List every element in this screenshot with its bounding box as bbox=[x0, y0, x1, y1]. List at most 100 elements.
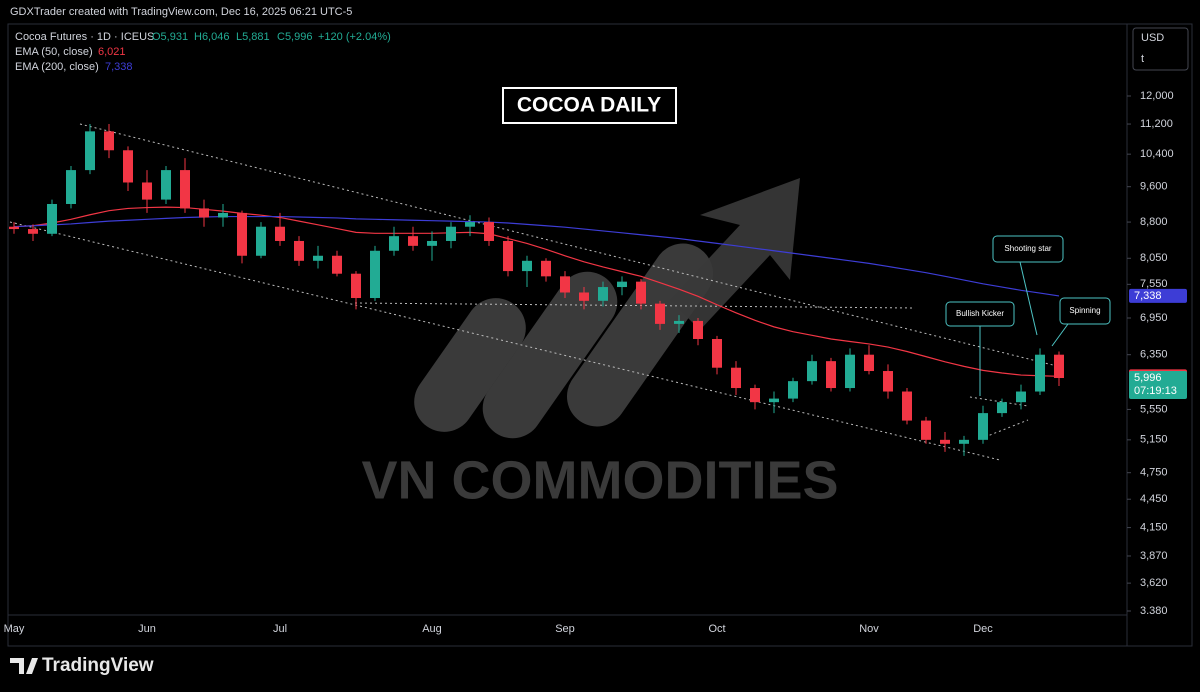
y-tick-label: 5,150 bbox=[1140, 434, 1168, 446]
channel-top bbox=[79, 123, 1066, 369]
candle-body bbox=[123, 150, 133, 183]
candle-body bbox=[1054, 354, 1064, 379]
x-tick-label: Oct bbox=[708, 623, 725, 635]
high: H6,046 bbox=[194, 31, 229, 43]
candle-body bbox=[655, 303, 665, 324]
y-tick-label: 8,800 bbox=[1140, 216, 1168, 228]
currency-box[interactable] bbox=[1132, 27, 1189, 71]
candle-body bbox=[275, 226, 285, 241]
watermark-logo bbox=[414, 178, 800, 439]
candle-body bbox=[674, 320, 684, 324]
annotation-box bbox=[1059, 297, 1111, 325]
candle-body bbox=[598, 287, 608, 301]
candle-body bbox=[560, 276, 570, 293]
change: +120 (+2.04%) bbox=[318, 31, 391, 43]
close: C5,996 bbox=[277, 31, 312, 43]
x-tick-label: Aug bbox=[422, 623, 442, 635]
plot: 12,000 11,200 10,400 9,600 8,800 8,050 7,550 6,… bbox=[4, 90, 1187, 635]
candle-body bbox=[180, 170, 190, 209]
annotations bbox=[945, 235, 1111, 396]
x-tick-label: Jun bbox=[138, 623, 156, 635]
y-tick-label: 4,750 bbox=[1140, 467, 1168, 479]
candle-body bbox=[47, 203, 57, 234]
candle-body bbox=[1035, 354, 1045, 392]
watermark-bar bbox=[414, 298, 526, 432]
y-tick-label: 5,550 bbox=[1140, 403, 1168, 415]
candle-body bbox=[370, 250, 380, 299]
candle-body bbox=[294, 240, 304, 261]
candle-body bbox=[788, 381, 798, 399]
annotation-pointer bbox=[1051, 323, 1069, 347]
x-tick-label: Jul bbox=[273, 623, 287, 635]
unit[interactable]: t bbox=[1141, 53, 1144, 65]
panel-border bbox=[7, 23, 1193, 647]
candle-body bbox=[332, 255, 342, 274]
candle-body bbox=[845, 354, 855, 389]
y-tick-label: 11,200 bbox=[1140, 118, 1173, 130]
candle-body bbox=[807, 361, 817, 382]
countdown: 07:19:13 bbox=[1134, 385, 1177, 397]
footer-brand: TradingView bbox=[42, 655, 154, 676]
candle-body bbox=[408, 236, 418, 246]
annotation-text: Spinning bbox=[1069, 306, 1100, 315]
candle-body bbox=[218, 212, 228, 218]
candle-body bbox=[446, 226, 456, 241]
y-tick-label: 10,400 bbox=[1140, 148, 1174, 160]
ema200-legend: EMA (200, close) bbox=[15, 61, 99, 73]
candle-body bbox=[313, 255, 323, 261]
price-badge bbox=[1129, 371, 1187, 400]
candle-body bbox=[427, 240, 437, 246]
candle-body bbox=[693, 320, 703, 339]
annotation-text: Bullish Kicker bbox=[956, 309, 1004, 318]
symbol: Cocoa Futures · 1D · ICEUS bbox=[15, 31, 154, 43]
candle-body bbox=[484, 222, 494, 241]
price-badge bbox=[1129, 288, 1187, 303]
candle-body bbox=[503, 240, 513, 272]
currency[interactable]: USD bbox=[1141, 32, 1164, 44]
candle-body bbox=[636, 281, 646, 304]
candle-body bbox=[104, 131, 114, 151]
y-tick-label: 3,620 bbox=[1140, 577, 1168, 589]
y-tick-label: 7,550 bbox=[1140, 278, 1168, 290]
x-tick-label: May bbox=[4, 623, 25, 635]
candle-body bbox=[351, 273, 361, 299]
candle-body bbox=[712, 338, 722, 368]
ema50-value: 6,021 bbox=[98, 46, 126, 58]
annotation-box bbox=[992, 235, 1064, 263]
y-tick-label: 3,870 bbox=[1140, 550, 1168, 562]
candle-body bbox=[902, 391, 912, 421]
y-tick-label: 12,000 bbox=[1140, 90, 1174, 102]
candle-body bbox=[959, 439, 969, 444]
candle-body bbox=[541, 260, 551, 277]
y-tick-label: 4,150 bbox=[1140, 521, 1168, 533]
annotation-pointer bbox=[1019, 261, 1038, 336]
title-box bbox=[502, 87, 677, 124]
candle-body bbox=[237, 212, 247, 256]
candle-body bbox=[731, 367, 741, 389]
footer-logo bbox=[10, 658, 38, 674]
logo-mark bbox=[10, 658, 38, 674]
watermark: VN COMMODITIES bbox=[361, 450, 838, 510]
candle-body bbox=[9, 226, 19, 230]
candle-body bbox=[997, 402, 1007, 414]
x-tick-label: Dec bbox=[973, 623, 993, 635]
y-tick-label: 6,950 bbox=[1140, 312, 1168, 324]
candle-body bbox=[142, 182, 152, 200]
candle-body bbox=[465, 222, 475, 227]
candle-body bbox=[579, 292, 589, 301]
ema-line bbox=[13, 215, 1060, 297]
candle-body bbox=[750, 388, 760, 403]
candle-body bbox=[978, 413, 988, 440]
candle-body bbox=[883, 371, 893, 392]
y-tick-label: 9,600 bbox=[1140, 181, 1168, 193]
watermark-bar bbox=[566, 243, 714, 427]
candle-body bbox=[85, 131, 95, 171]
price-badge-label: 7,338 bbox=[1134, 290, 1162, 302]
y-tick-label: 8,050 bbox=[1140, 252, 1168, 264]
candle-body bbox=[769, 398, 779, 403]
price-badge-label: 5,996 bbox=[1134, 372, 1162, 384]
y-tick-label: 3.380 bbox=[1140, 605, 1168, 617]
low: L5,881 bbox=[236, 31, 270, 43]
